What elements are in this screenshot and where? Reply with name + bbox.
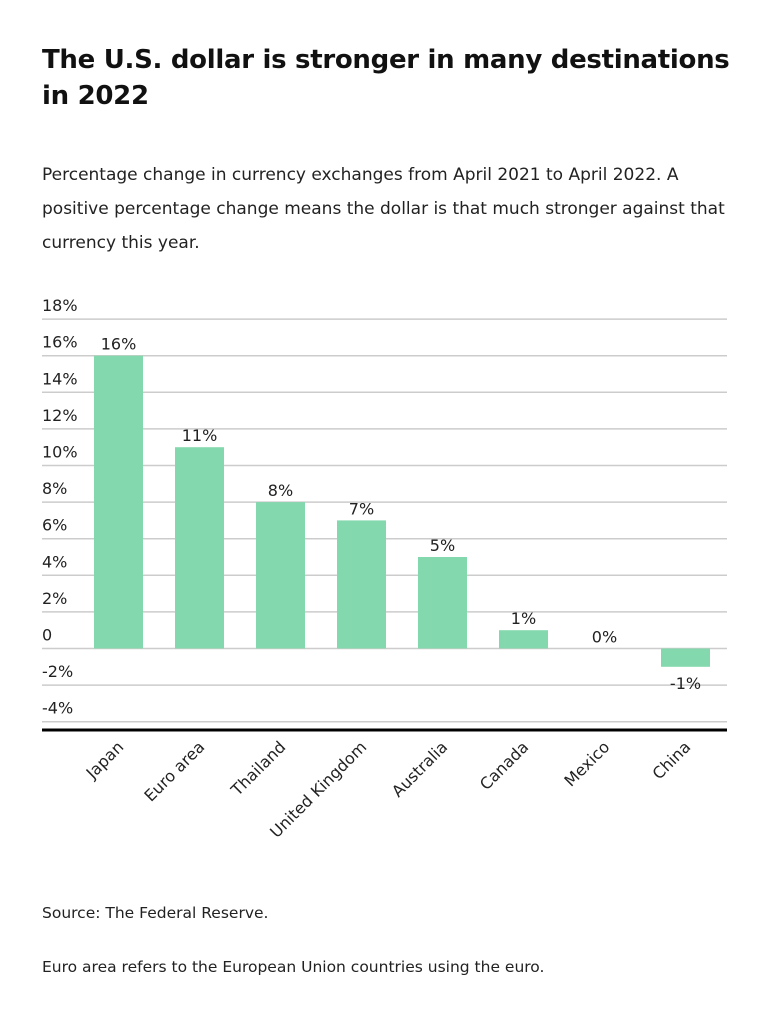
bar [175,447,224,649]
x-tick-label: Japan [82,737,128,783]
data-label: 1% [511,609,536,628]
y-tick-label: 8% [42,479,67,498]
x-tick-label: China [649,737,695,783]
bar [661,648,710,667]
data-label: 16% [101,335,137,354]
bar [256,502,305,649]
data-label: 11% [182,426,218,445]
bar [337,520,386,649]
y-tick-label: -4% [42,699,73,718]
data-label: -1% [670,674,701,693]
x-tick-label: Australia [388,737,451,800]
chart-title: The U.S. dollar is stronger in many dest… [42,45,730,111]
x-tick-label: Canada [476,737,532,793]
footnote: Euro area refers to the European Union c… [42,958,545,976]
y-tick-label: 6% [42,516,67,535]
y-tick-label: 16% [42,333,78,352]
x-tick-label: Euro area [140,737,208,805]
y-tick-label: 2% [42,589,67,608]
x-tick-label: Mexico [560,737,613,790]
data-label: 8% [268,481,293,500]
data-label: 0% [592,628,617,647]
y-tick-label: 4% [42,552,67,571]
bar [94,355,143,649]
x-tick-label: Thailand [227,737,290,800]
y-tick-label: 0 [42,626,52,645]
source-note: Source: The Federal Reserve. [42,904,269,922]
y-tick-label: 10% [42,443,78,462]
chart-subtitle: Percentage change in currency exchanges … [42,165,725,253]
bar [418,557,467,649]
y-tick-label: -2% [42,662,73,681]
y-tick-label: 18% [42,296,78,315]
bar [499,630,548,649]
y-tick-label: 14% [42,369,78,388]
data-label: 5% [430,536,455,555]
y-tick-label: 12% [42,406,78,425]
data-label: 7% [349,499,374,518]
